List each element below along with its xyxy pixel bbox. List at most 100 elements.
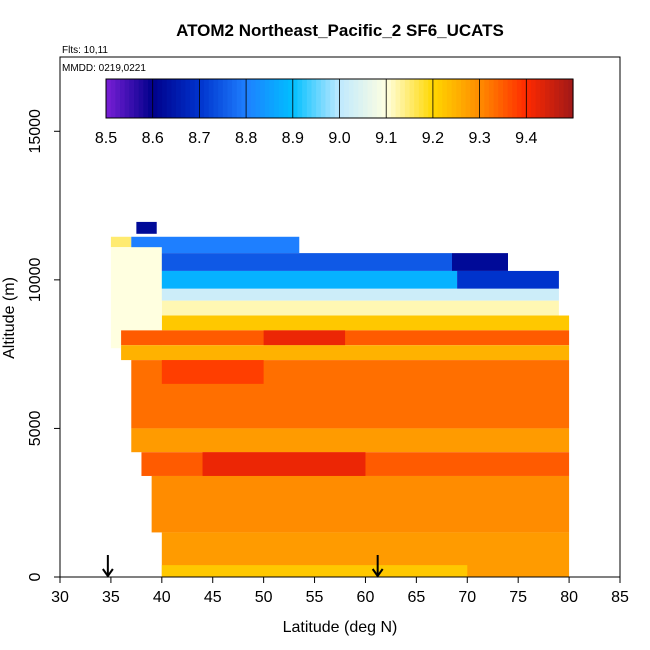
colorbar-segment bbox=[143, 79, 149, 118]
colorbar-tick-label: 8.5 bbox=[95, 130, 117, 147]
flights-label: Flts: 10,11 bbox=[62, 45, 108, 56]
colorbar-segment bbox=[316, 79, 322, 118]
colorbar-segment bbox=[334, 79, 341, 118]
colorbar-segment bbox=[498, 79, 504, 118]
colorbar-segment bbox=[190, 79, 196, 118]
colorbar-segment bbox=[148, 79, 154, 118]
colorbar-segment bbox=[208, 79, 215, 118]
colorbar-tick-label: 8.7 bbox=[188, 130, 210, 147]
colorbar-segment bbox=[274, 79, 280, 118]
colorbar-segment bbox=[488, 79, 495, 118]
colorbar-segment bbox=[390, 79, 397, 118]
heatmap-cell bbox=[161, 300, 559, 316]
colorbar-segment bbox=[484, 79, 490, 118]
colorbar-segment bbox=[372, 79, 378, 118]
colorbar-segment bbox=[474, 79, 481, 118]
colorbar-segment bbox=[292, 79, 299, 118]
heatmap-cell bbox=[121, 330, 570, 346]
colorbar-segment bbox=[376, 79, 383, 118]
colorbar-segment bbox=[320, 79, 327, 118]
heatmap-cell bbox=[131, 253, 453, 271]
colorbar-segment bbox=[180, 79, 186, 118]
colorbar-segment bbox=[521, 79, 527, 118]
colorbar: 8.5 8.6 8.7 8.8 8.9 9.0 9.1 9.2 9.3 9.4 bbox=[95, 78, 574, 147]
down-arrow-head-icon bbox=[371, 568, 384, 578]
colorbar-segment bbox=[516, 79, 523, 118]
colorbar-segment bbox=[395, 79, 401, 118]
colorbar-segment bbox=[540, 79, 546, 118]
colorbar-segment bbox=[493, 79, 499, 118]
heatmap-cell bbox=[202, 452, 366, 476]
colorbar-segment bbox=[176, 79, 182, 118]
y-tick-label: 15000 bbox=[27, 109, 44, 154]
colorbar-segment bbox=[381, 79, 387, 118]
heatmap-cell bbox=[151, 288, 559, 301]
heatmap-cell bbox=[136, 221, 157, 234]
colorbar-segment bbox=[554, 79, 560, 118]
x-tick-label: 60 bbox=[357, 589, 375, 606]
colorbar-segment bbox=[157, 79, 163, 118]
colorbar-segment bbox=[549, 79, 555, 118]
colorbar-tick-label: 9.0 bbox=[328, 130, 350, 147]
colorbar-segment bbox=[302, 79, 308, 118]
colorbar-segment bbox=[432, 79, 439, 118]
colorbar-segment bbox=[437, 79, 443, 118]
y-tick-label: 10000 bbox=[27, 258, 44, 303]
x-tick-label: 85 bbox=[611, 589, 629, 606]
heatmap-cell bbox=[457, 270, 559, 289]
colorbar-segment bbox=[138, 79, 144, 118]
colorbar-segment bbox=[460, 79, 467, 118]
x-tick-label: 50 bbox=[255, 589, 273, 606]
down-arrow-head-icon bbox=[102, 568, 114, 578]
heatmap-cell bbox=[452, 253, 508, 271]
y-axis-label: Altitude (m) bbox=[1, 277, 18, 359]
colorbar-segment bbox=[232, 79, 238, 118]
colorbar-segment bbox=[535, 79, 541, 118]
colorbar-segment bbox=[306, 79, 313, 118]
heatmap-cell bbox=[121, 345, 570, 361]
heatmap-cell bbox=[161, 360, 264, 384]
colorbar-segment bbox=[465, 79, 471, 118]
colorbar-segment bbox=[530, 79, 537, 118]
colorbar-segment bbox=[428, 79, 434, 118]
colorbar-tick-label: 9.2 bbox=[422, 130, 444, 147]
colorbar-segment bbox=[456, 79, 462, 118]
axes: 30 35 40 45 50 55 60 65 70 75 80 85 0 5000 10000 15000 bbox=[27, 56, 629, 606]
colorbar-segment bbox=[502, 79, 509, 118]
colorbar-segment bbox=[404, 79, 411, 118]
heatmap-layer bbox=[110, 221, 570, 577]
colorbar-tick-label: 9.1 bbox=[375, 130, 397, 147]
flight-arrows bbox=[102, 555, 384, 578]
colorbar-segment bbox=[297, 79, 303, 118]
colorbar-segment bbox=[339, 79, 345, 118]
colorbar-segment bbox=[185, 79, 191, 118]
colorbar-segment bbox=[250, 79, 257, 118]
x-tick-label: 40 bbox=[153, 589, 171, 606]
colorbar-segment bbox=[129, 79, 135, 118]
colorbar-segment bbox=[171, 79, 177, 118]
colorbar-segment bbox=[330, 79, 336, 118]
colorbar-segment bbox=[446, 79, 453, 118]
heatmap-cell bbox=[131, 428, 570, 453]
colorbar-segment bbox=[348, 79, 355, 118]
colorbar-segment bbox=[246, 79, 252, 118]
heatmap-cell bbox=[110, 236, 132, 248]
colorbar-segment bbox=[400, 79, 406, 118]
colorbar-segment bbox=[568, 79, 574, 118]
colorbar-segment bbox=[260, 79, 266, 118]
colorbar-segment bbox=[470, 79, 476, 118]
colorbar-segment bbox=[414, 79, 420, 118]
x-tick-label: 30 bbox=[51, 589, 69, 606]
heatmap-cell bbox=[151, 475, 570, 533]
colorbar-segment bbox=[507, 79, 513, 118]
chart-title: ATOM2 Northeast_Pacific_2 SF6_UCATS bbox=[176, 21, 504, 40]
colorbar-segment bbox=[311, 79, 317, 118]
colorbar-segment bbox=[367, 79, 373, 118]
colorbar-segment bbox=[264, 79, 271, 118]
colorbar-segment bbox=[283, 79, 289, 118]
colorbar-segment bbox=[512, 79, 518, 118]
colorbar-segment bbox=[124, 79, 130, 118]
plot-frame bbox=[59, 56, 621, 578]
colorbar-segment bbox=[110, 79, 116, 118]
